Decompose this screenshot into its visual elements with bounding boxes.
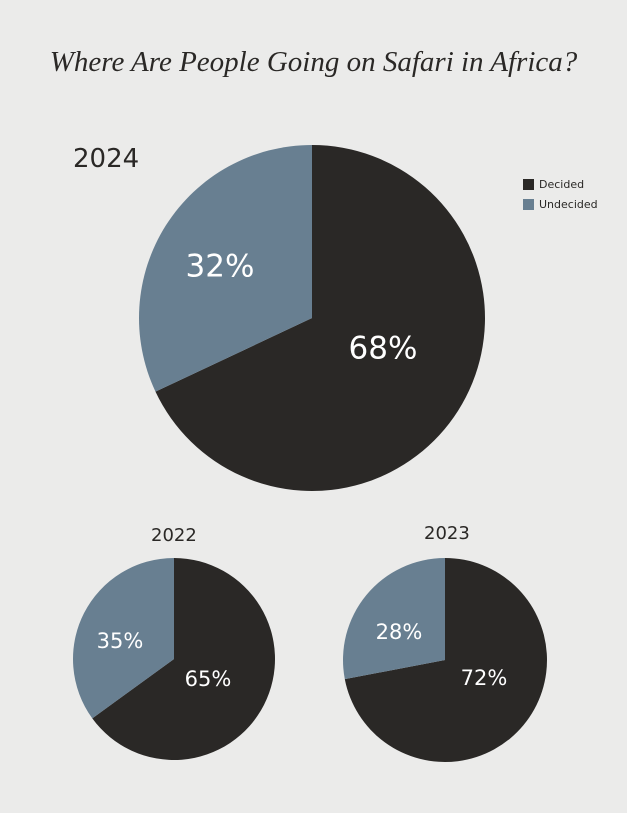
pie-2024-year-label: 2024 xyxy=(73,144,140,174)
pie-2022-slice-decided xyxy=(92,558,276,760)
legend-swatch-decided xyxy=(523,178,534,190)
pie-2022-label-undecided: 35% xyxy=(97,629,144,653)
pie-2024-slice-decided xyxy=(155,145,486,492)
pie-2023-label-decided: 72% xyxy=(461,666,508,690)
pie-2022-slice-undecided xyxy=(72,558,174,719)
pie-2023-slice-undecided xyxy=(343,558,445,680)
pie-chart-2024: 68% 32% xyxy=(138,145,486,492)
pie-2022-label-decided: 65% xyxy=(185,667,232,691)
legend-item-decided: Decided xyxy=(523,174,598,194)
pie-2022-year-label: 2022 xyxy=(151,525,197,546)
pie-2024-label-undecided: 32% xyxy=(186,249,255,285)
pie-chart-2022: 65% 35% xyxy=(72,558,276,760)
pie-2024-label-decided: 68% xyxy=(349,331,418,367)
pie-chart-2023: 72% 28% xyxy=(343,558,547,762)
pie-2023-label-undecided: 28% xyxy=(376,620,423,644)
legend-swatch-undecided xyxy=(523,198,534,210)
legend-label-undecided: Undecided xyxy=(539,197,598,211)
legend: Decided Undecided xyxy=(523,174,598,214)
legend-label-decided: Decided xyxy=(539,177,585,191)
chart-title: Where Are People Going on Safari in Afri… xyxy=(49,46,578,78)
pie-2023-year-label: 2023 xyxy=(424,523,470,544)
legend-item-undecided: Undecided xyxy=(523,194,598,214)
pie-2023-slice-decided xyxy=(344,558,547,762)
pie-2024-slice-undecided xyxy=(138,145,312,392)
